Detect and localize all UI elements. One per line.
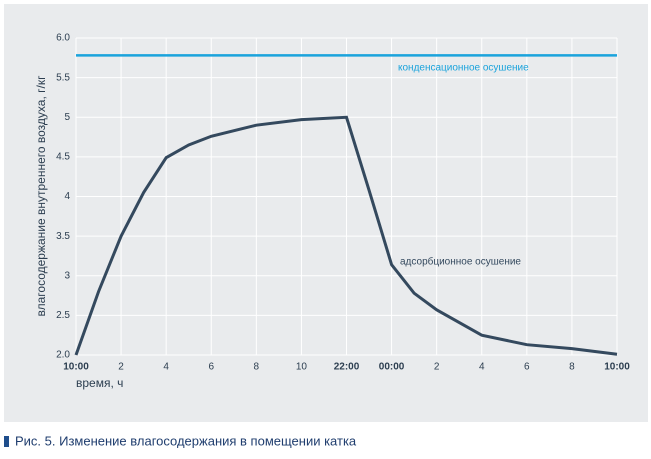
x-tick-label: 10:00 xyxy=(604,362,630,373)
chart-background xyxy=(4,4,648,422)
y-tick-label: 3 xyxy=(64,270,70,281)
y-tick-label: 5 xyxy=(64,112,70,123)
x-tick-label: 4 xyxy=(163,362,169,373)
y-tick-label: 5.5 xyxy=(56,72,70,83)
series-label: адсорбционное осушение xyxy=(400,256,521,268)
x-tick-label: 8 xyxy=(569,362,575,373)
x-tick-label: 22:00 xyxy=(334,362,360,373)
y-axis-label: влагосодержание внутреннего воздуха, г/к… xyxy=(34,75,48,317)
x-tick-label: 4 xyxy=(479,362,485,373)
x-tick-label: 00:00 xyxy=(379,362,405,373)
y-tick-label: 4 xyxy=(64,191,70,202)
y-tick-label: 2.0 xyxy=(56,350,70,361)
x-axis-label: время, ч xyxy=(76,376,123,390)
y-tick-label: 2.5 xyxy=(56,310,70,321)
y-tick-label: 4.5 xyxy=(56,152,70,163)
series-line xyxy=(74,115,618,356)
series-label: конденсационное осушение xyxy=(398,63,529,74)
y-tick-label: 6.0 xyxy=(56,33,70,44)
x-tick-label: 10:00 xyxy=(63,362,89,373)
x-tick-label: 6 xyxy=(208,362,214,373)
y-tick-label: 3.5 xyxy=(56,231,70,242)
x-tick-label: 6 xyxy=(524,362,530,373)
x-tick-label: 8 xyxy=(254,362,260,373)
x-tick-label: 2 xyxy=(118,362,124,373)
caption: Рис. 5. Изменение влагосодержания в поме… xyxy=(15,433,357,448)
x-tick-label: 10 xyxy=(296,362,308,373)
x-tick-label: 2 xyxy=(434,362,440,373)
caption-marker xyxy=(4,436,9,447)
